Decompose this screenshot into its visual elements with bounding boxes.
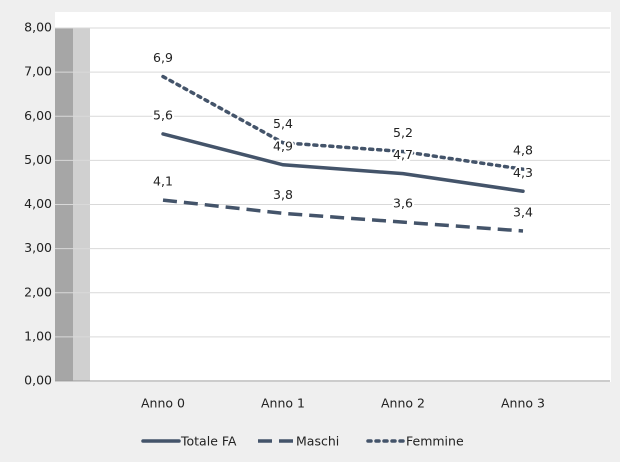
value-label: 6,9 [153,50,173,65]
y-tick-label: 8,00 [24,20,52,35]
value-label: 4,8 [513,143,533,158]
y-tick-label: 2,00 [24,284,52,299]
value-label: 4,1 [153,174,173,189]
line-series [161,132,525,194]
value-label: 3,4 [513,204,533,219]
value-label: 3,8 [273,187,293,202]
y-tick-label: 4,00 [24,196,52,211]
legend-label: Maschi [296,434,339,449]
value-label: 4,9 [273,138,293,153]
x-tick-label: Anno 3 [501,396,545,411]
value-label: 3,6 [393,196,413,211]
line-series [162,198,524,233]
x-tick-label: Anno 0 [141,396,185,411]
x-tick-label: Anno 1 [261,396,305,411]
plot-area [55,12,611,382]
value-label: 4,7 [393,147,413,162]
legend-label: Totale FA [180,434,237,449]
y-tick-label: 1,00 [24,328,52,343]
value-label: 5,6 [153,107,173,122]
value-label: 5,4 [273,116,293,131]
y-tick-label: 7,00 [24,64,52,79]
value-label: 4,3 [513,165,533,180]
y-tick-label: 5,00 [24,152,52,167]
legend-label: Femmine [406,434,464,449]
x-tick-label: Anno 2 [381,396,425,411]
y-tick-label: 3,00 [24,240,52,255]
y-tick-label: 6,00 [24,108,52,123]
value-label: 5,2 [393,125,413,140]
line-series [161,74,525,171]
y-tick-label: 0,00 [24,373,52,388]
